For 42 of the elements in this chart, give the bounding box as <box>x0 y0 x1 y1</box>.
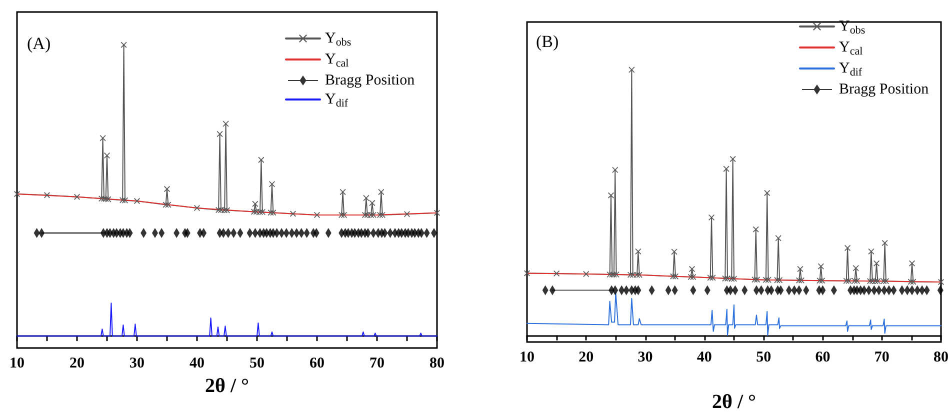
x-tick-label: 40 <box>190 356 204 372</box>
x-tick-label: 40 <box>696 350 712 366</box>
point <box>14 190 20 197</box>
point <box>165 202 172 208</box>
chart-title: (B) <box>536 32 559 51</box>
x-tick-label: 30 <box>130 356 144 372</box>
x-tick-label: 30 <box>638 350 653 366</box>
point <box>270 210 276 216</box>
point <box>120 197 126 204</box>
point <box>134 198 140 204</box>
x-tick-label: 20 <box>70 356 84 372</box>
point <box>164 186 170 192</box>
point <box>404 211 410 218</box>
x-tick-label: 80 <box>430 356 444 372</box>
point <box>105 196 112 202</box>
x-tick-label: 60 <box>815 350 830 366</box>
x-tick-label: 50 <box>756 350 772 366</box>
x-tick-label: 70 <box>874 350 890 366</box>
legend-label: Bragg Position <box>839 82 930 98</box>
x-tick-label: 70 <box>370 356 384 372</box>
point <box>120 42 127 48</box>
point <box>259 209 266 216</box>
x-tick-label: 50 <box>250 356 264 372</box>
point <box>370 212 376 218</box>
chart-title: (A) <box>27 34 51 53</box>
point <box>252 200 258 207</box>
point <box>341 212 347 218</box>
legend-label: Bragg Position <box>325 72 416 88</box>
x-axis-title: 2θ / ° <box>712 391 756 413</box>
point <box>218 206 224 213</box>
point <box>314 212 320 218</box>
x-axis-title: 2θ / ° <box>205 374 249 397</box>
point <box>222 120 229 127</box>
point <box>269 181 275 188</box>
x-tick-label: 20 <box>578 350 594 366</box>
x-tick-label: 60 <box>310 356 324 372</box>
point <box>104 152 110 159</box>
x-tick-label: 10 <box>520 350 534 366</box>
point <box>379 212 386 218</box>
x-tick-label: 10 <box>10 356 24 372</box>
point <box>194 204 200 211</box>
x-tick-label: 80 <box>934 350 948 366</box>
